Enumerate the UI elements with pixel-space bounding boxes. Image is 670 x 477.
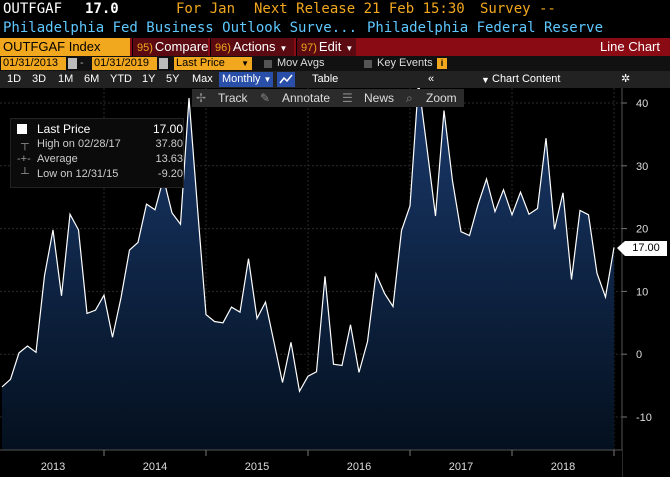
line-chart-icon[interactable] bbox=[277, 72, 295, 87]
dropdown-arrow-icon: ▼ bbox=[263, 75, 272, 84]
x-tick-label: 2014 bbox=[143, 461, 167, 473]
ticker-symbol: OUTFGAF bbox=[3, 1, 63, 17]
average-marker-icon: -+- bbox=[17, 153, 31, 165]
chart-area[interactable]: -10 0 10 20 30 40 2013 2014 2015 2016 2017 2018 bbox=[0, 82, 670, 477]
period-1m[interactable]: 1M bbox=[58, 73, 74, 85]
y-tick-label: 0 bbox=[636, 349, 642, 361]
last-value-pointer bbox=[617, 241, 625, 256]
range-bar: 01/31/2013 - 01/31/2019 Last Price ▼ Mov … bbox=[0, 56, 670, 71]
chart-tool-strip: ✢ Track ✎ Annotate ☰ News ⌕ Zoom bbox=[192, 89, 464, 107]
period-max[interactable]: Max bbox=[192, 73, 213, 85]
legend-last-price-label: Last Price bbox=[37, 122, 91, 136]
frequency-select[interactable]: Monthly ▼ bbox=[219, 72, 273, 87]
index-field[interactable]: OUTFGAF Index bbox=[0, 38, 130, 56]
zoom-button[interactable]: Zoom bbox=[426, 91, 457, 105]
chart-content-button[interactable]: Chart Content bbox=[492, 73, 561, 85]
survey-value: Survey -- bbox=[480, 1, 556, 17]
edit-shortcut: 97) bbox=[301, 42, 317, 54]
end-date-input[interactable]: 01/31/2019 bbox=[92, 57, 157, 70]
x-tick-label: 2013 bbox=[41, 461, 65, 473]
range-separator: - bbox=[80, 57, 84, 69]
legend-swatch bbox=[17, 124, 27, 134]
price-line bbox=[1, 82, 615, 394]
mov-avgs-checkbox[interactable] bbox=[264, 60, 272, 68]
key-events-label: Key Events bbox=[377, 57, 433, 69]
price-chart: -10 0 10 20 30 40 2013 2014 2015 2016 2017 2018 bbox=[0, 82, 652, 477]
table-button[interactable]: Table bbox=[312, 73, 339, 85]
legend-average-value: 13.63 bbox=[155, 153, 183, 165]
track-button[interactable]: Track bbox=[218, 91, 248, 105]
quote-line: OUTFGAF 17.0 For Jan Next Release 21 Feb… bbox=[0, 0, 670, 19]
y-tick-label: 40 bbox=[636, 98, 648, 110]
pencil-icon: ✎ bbox=[260, 91, 271, 105]
x-tick-label: 2018 bbox=[551, 461, 575, 473]
period-bar: 1D 3D 1M 6M YTD 1Y 5Y Max Monthly ▼ Table… bbox=[0, 71, 670, 88]
next-release: Next Release 21 Feb 15:30 bbox=[254, 1, 465, 17]
period-ytd[interactable]: YTD bbox=[110, 73, 132, 85]
info-icon[interactable]: i bbox=[437, 58, 447, 69]
low-marker-icon: ┴ bbox=[21, 168, 29, 180]
dropdown-arrow-icon: ▼ bbox=[279, 44, 288, 53]
high-marker-icon: ┬ bbox=[21, 138, 29, 150]
period-3d[interactable]: 3D bbox=[32, 73, 47, 85]
frequency-value: Monthly bbox=[222, 73, 261, 85]
compare-label: Compare bbox=[154, 39, 209, 54]
source-name: Philadelphia Federal Reserve bbox=[367, 20, 604, 36]
calendar-icon[interactable] bbox=[159, 58, 168, 69]
x-axis-band bbox=[0, 450, 622, 477]
period-label: For Jan bbox=[176, 1, 236, 17]
period-5y[interactable]: 5Y bbox=[166, 73, 180, 85]
x-tick-label: 2015 bbox=[245, 461, 269, 473]
chart-legend: Last Price 17.00 ┬ High on 02/28/17 37.8… bbox=[10, 118, 184, 188]
news-button[interactable]: News bbox=[364, 91, 395, 105]
last-value-marker: 17.00 bbox=[625, 241, 667, 256]
x-tick-label: 2016 bbox=[347, 461, 371, 473]
legend-low-value: -9.20 bbox=[157, 168, 183, 180]
security-title: Philadelphia Fed Business Outlook Surve.… bbox=[3, 20, 358, 36]
legend-high-value: 37.80 bbox=[155, 138, 183, 150]
gear-icon[interactable]: ✲ bbox=[621, 73, 631, 85]
legend-high-label: High on 02/28/17 bbox=[37, 138, 121, 150]
legend-low-label: Low on 12/31/15 bbox=[37, 168, 119, 180]
legend-last-price-value: 17.00 bbox=[152, 122, 183, 136]
period-6m[interactable]: 6M bbox=[84, 73, 100, 85]
function-bar: OUTFGAF Index 95) Compare 96) Actions ▼ 97)… bbox=[0, 38, 670, 56]
mov-avgs-label: Mov Avgs bbox=[277, 57, 325, 69]
crosshair-icon: ✢ bbox=[196, 91, 207, 105]
magnifier-icon: ⌕ bbox=[406, 91, 413, 105]
x-tick-label: 2017 bbox=[449, 461, 473, 473]
compare-button[interactable]: 95) Compare bbox=[132, 38, 208, 56]
legend-average-label: Average bbox=[37, 153, 78, 165]
edit-label: Edit bbox=[318, 39, 342, 54]
actions-label: Actions bbox=[232, 39, 276, 54]
actions-button[interactable]: 96) Actions ▼ bbox=[210, 38, 294, 56]
current-value: 17.0 bbox=[85, 1, 119, 17]
collapse-icon[interactable]: « bbox=[428, 73, 435, 85]
edit-button[interactable]: 97) Edit ▼ bbox=[296, 38, 356, 56]
y-tick-label: 10 bbox=[636, 286, 648, 298]
key-events-checkbox[interactable] bbox=[364, 60, 372, 68]
actions-shortcut: 96) bbox=[215, 42, 231, 54]
field-select[interactable]: Last Price ▼ bbox=[174, 57, 252, 70]
area-fill bbox=[2, 82, 614, 451]
start-date-input[interactable]: 01/31/2013 bbox=[1, 57, 66, 70]
description-line: Philadelphia Fed Business Outlook Surve.… bbox=[0, 19, 670, 38]
chevron-down-icon: ▼ bbox=[481, 75, 490, 85]
dropdown-arrow-icon: ▼ bbox=[345, 44, 354, 53]
dropdown-arrow-icon: ▼ bbox=[241, 59, 249, 68]
field-select-value: Last Price bbox=[176, 57, 225, 69]
period-1d[interactable]: 1D bbox=[7, 73, 22, 85]
y-tick-label: 30 bbox=[636, 161, 648, 173]
calendar-icon[interactable] bbox=[68, 58, 77, 69]
y-tick-label: -10 bbox=[636, 412, 652, 424]
period-1y[interactable]: 1Y bbox=[142, 73, 156, 85]
y-tick-label: 20 bbox=[636, 224, 648, 236]
chart-type-label[interactable]: Line Chart bbox=[600, 39, 660, 54]
annotate-button[interactable]: Annotate bbox=[282, 91, 331, 105]
compare-shortcut: 95) bbox=[137, 42, 153, 54]
news-icon: ☰ bbox=[342, 91, 353, 105]
